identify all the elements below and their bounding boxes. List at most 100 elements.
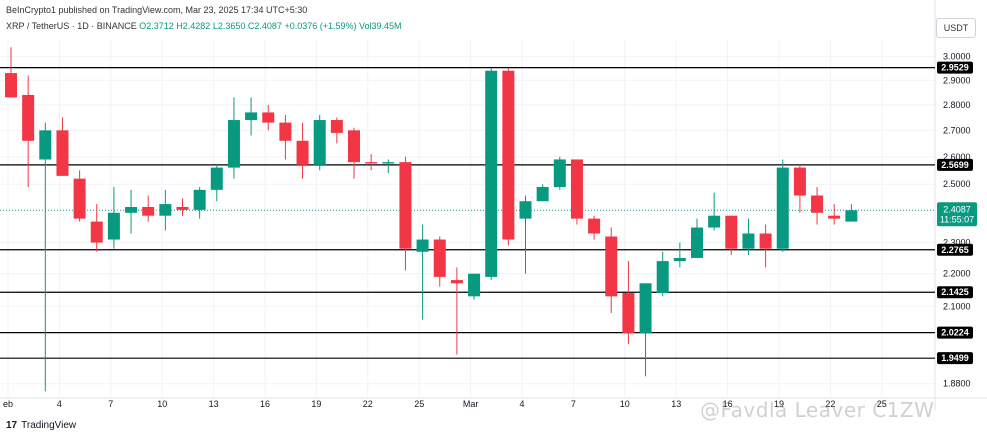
level-label-box — [937, 158, 973, 171]
candle-body-up[interactable] — [382, 162, 395, 164]
candle-body-down[interactable] — [330, 120, 343, 133]
level-label-box — [937, 286, 973, 299]
candle-body-up[interactable] — [468, 273, 481, 297]
level-label-box — [937, 61, 973, 74]
candle-body-down[interactable] — [759, 233, 772, 249]
x-tick-label: 25 — [877, 399, 887, 409]
volume-value: Vol39.45M — [359, 21, 402, 31]
candle-body-up[interactable] — [519, 201, 532, 219]
level-label-box — [937, 352, 973, 365]
candle-body-up[interactable] — [39, 130, 52, 160]
candle-body-down[interactable] — [279, 122, 292, 141]
x-tick-label: 19 — [774, 399, 784, 409]
candle-body-up[interactable] — [708, 215, 721, 228]
candle-body-up[interactable] — [536, 187, 549, 202]
candle-body-up[interactable] — [656, 261, 669, 294]
x-tick-label: 22 — [825, 399, 835, 409]
x-tick-label: eb — [3, 399, 13, 409]
low-value: L2.3650 — [212, 21, 246, 31]
y-tick-label: 2.9000 — [943, 75, 971, 85]
y-tick-label: 2.6000 — [943, 152, 971, 162]
candle-body-up[interactable] — [776, 167, 789, 249]
candle-body-down[interactable] — [90, 221, 103, 243]
candle-body-up[interactable] — [673, 257, 686, 262]
candle-body-down[interactable] — [399, 162, 412, 249]
candle-body-down[interactable] — [725, 215, 738, 249]
level-label: 2.2765 — [941, 245, 969, 255]
change-value: +0.0376 (+1.59%) — [284, 21, 357, 31]
candle-body-up[interactable] — [553, 159, 566, 188]
x-tick-label: 16 — [723, 399, 733, 409]
high-value: H2.4282 — [176, 21, 211, 31]
x-tick-label: 4 — [57, 399, 62, 409]
symbol-ohlc-line: XRP / TetherUS · 1D · BINANCE O2.3712 H2… — [6, 21, 402, 31]
candle-body-up[interactable] — [845, 210, 858, 222]
candle-body-up[interactable] — [416, 239, 429, 252]
candle-body-down[interactable] — [450, 280, 463, 284]
candle-body-down[interactable] — [296, 140, 309, 165]
x-tick-label: 10 — [620, 399, 630, 409]
x-tick-label: 7 — [108, 399, 113, 409]
y-tick-label: 1.8800 — [943, 379, 971, 389]
candle-body-down[interactable] — [828, 215, 841, 219]
candle-body-down[interactable] — [348, 130, 360, 163]
tradingview-logo[interactable]: 17 TradingView — [6, 420, 76, 431]
y-tick-label: 2.8000 — [943, 100, 971, 110]
x-tick-label: 16 — [260, 399, 270, 409]
y-tick-label: 3.0000 — [943, 52, 971, 62]
candle-body-down[interactable] — [5, 73, 17, 98]
candle-body-down[interactable] — [605, 236, 618, 297]
candle-body-down[interactable] — [793, 167, 806, 196]
candle-body-down[interactable] — [622, 293, 635, 334]
currency-button[interactable]: USDT — [936, 18, 976, 38]
candle-body-up[interactable] — [227, 120, 240, 168]
candle-body-up[interactable] — [107, 212, 120, 240]
candle-body-up[interactable] — [313, 120, 326, 165]
y-tick-label: 2.1000 — [943, 301, 971, 311]
y-tick-label: 2.2000 — [943, 269, 971, 279]
candle-body-up[interactable] — [245, 112, 258, 121]
level-label: 2.5699 — [941, 160, 969, 170]
x-tick-label: 25 — [414, 399, 424, 409]
candle-body-down[interactable] — [588, 218, 601, 234]
countdown-label: 11:55:07 — [940, 214, 974, 224]
candle-body-down[interactable] — [570, 159, 583, 219]
candle-body-down[interactable] — [502, 70, 515, 240]
candle-body-down[interactable] — [262, 112, 275, 123]
publisher-line: BeInCrypto1 published on TradingView.com… — [6, 5, 308, 15]
symbol-label: XRP / TetherUS · 1D · BINANCE — [6, 21, 137, 31]
candle-body-up[interactable] — [210, 167, 223, 190]
candle-body-up[interactable] — [742, 233, 755, 249]
tradingview-logo-icon: 17 — [6, 420, 18, 431]
candle-body-up[interactable] — [639, 283, 652, 334]
candle-body-up[interactable] — [485, 70, 498, 277]
x-tick-label: 7 — [571, 399, 576, 409]
level-label-box — [937, 326, 973, 339]
candle-body-down[interactable] — [365, 162, 378, 164]
candle-body-down[interactable] — [56, 130, 69, 176]
current-price-label: 2.4087 — [943, 204, 971, 214]
level-label: 1.9499 — [941, 353, 969, 363]
level-label: 2.9529 — [941, 63, 969, 73]
candle-body-down[interactable] — [811, 195, 824, 213]
candle-body-down[interactable] — [73, 178, 86, 219]
y-tick-label: 2.7000 — [943, 125, 971, 135]
level-label: 2.0224 — [941, 328, 969, 338]
candle-body-down[interactable] — [142, 206, 155, 216]
current-price-box — [937, 202, 977, 227]
candle-body-up[interactable] — [193, 189, 206, 210]
candle-body-down[interactable] — [433, 239, 446, 277]
y-tick-label: 2.3000 — [943, 238, 971, 248]
x-tick-label: Mar — [463, 399, 479, 409]
candle-body-up[interactable] — [125, 206, 138, 213]
candle-body-down[interactable] — [22, 94, 35, 141]
watermark-text: @Favdla Leaver C1ZW — [700, 398, 935, 422]
x-tick-label: 22 — [363, 399, 373, 409]
tradingview-logo-text: TradingView — [21, 420, 77, 431]
open-value: O2.3712 — [139, 21, 174, 31]
candle-body-up[interactable] — [691, 227, 703, 258]
candle-body-up[interactable] — [159, 204, 172, 216]
candle-body-down[interactable] — [176, 206, 189, 210]
